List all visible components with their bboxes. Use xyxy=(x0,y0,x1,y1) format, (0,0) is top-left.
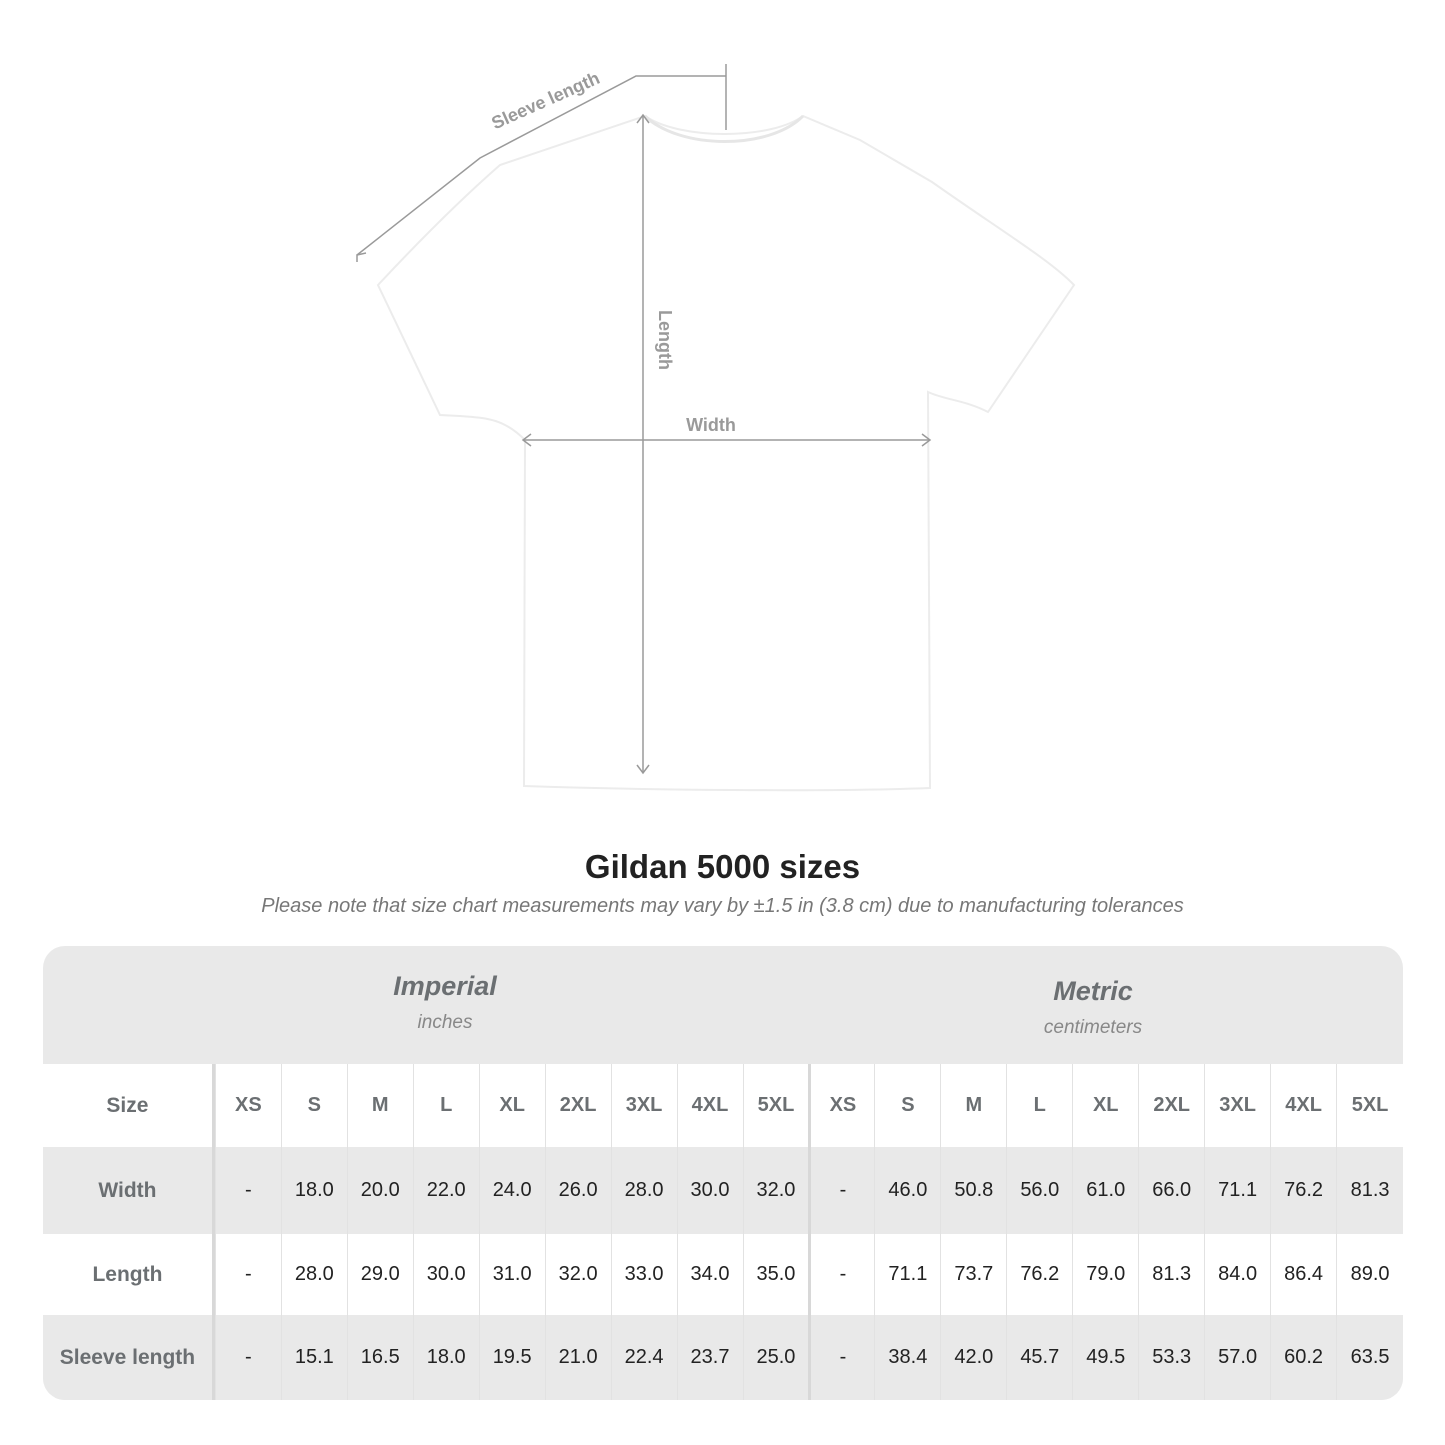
metric-value-cell: 81.3 xyxy=(1336,1147,1403,1234)
metric-value-cell: 76.2 xyxy=(1270,1147,1336,1234)
size-header-row: Size XS S M L XL 2XL 3XL 4XL 5XL XS S M L XL 2XL 3XL 4XL 5… xyxy=(43,1064,1403,1147)
imperial-value-cell: 25.0 xyxy=(742,1315,809,1400)
imperial-value-cell: 15.1 xyxy=(280,1315,347,1400)
imperial-size-header: L xyxy=(412,1064,479,1147)
imperial-value-cell: 28.0 xyxy=(280,1234,347,1315)
table-row-length: Length -28.0 29.0 30.0 31.0 32.0 33.0 34.0 35.0-… xyxy=(43,1234,1403,1315)
page-title: Gildan 5000 sizes xyxy=(584,848,861,885)
imperial-value-cell: 19.5 xyxy=(478,1315,545,1400)
imperial-size-header: S xyxy=(280,1064,347,1147)
metric-size-header: 5XL xyxy=(1336,1064,1403,1147)
imperial-size-header: 4XL xyxy=(676,1064,743,1147)
row-label: Sleeve length xyxy=(43,1315,215,1400)
imperial-title: Imperial xyxy=(393,971,497,1001)
metric-size-header: S xyxy=(874,1064,940,1147)
row-label: Length xyxy=(43,1234,215,1315)
tshirt-diagram: Sleeve length Length Width xyxy=(356,64,1076,792)
metric-value-cell: 56.0 xyxy=(1006,1147,1072,1234)
imperial-value-cell: 20.0 xyxy=(346,1147,413,1234)
metric-value-cell: 60.2 xyxy=(1270,1315,1336,1400)
row-label: Width xyxy=(43,1147,215,1234)
metric-value-cell: 50.8 xyxy=(940,1147,1006,1234)
metric-size-header: XS xyxy=(808,1064,874,1147)
imperial-value-cell: 26.0 xyxy=(544,1147,611,1234)
row-label: Size xyxy=(43,1064,215,1147)
metric-value-cell: 71.1 xyxy=(1204,1147,1270,1234)
metric-value-cell: 49.5 xyxy=(1072,1315,1138,1400)
imperial-value-cell: 33.0 xyxy=(610,1234,677,1315)
metric-value-cell: 45.7 xyxy=(1006,1315,1072,1400)
metric-value-cell: - xyxy=(808,1147,874,1234)
metric-value-cell: 89.0 xyxy=(1336,1234,1403,1315)
metric-value-cell: 66.0 xyxy=(1138,1147,1204,1234)
sleeve-length-guide xyxy=(356,75,726,256)
metric-value-cell: 84.0 xyxy=(1204,1234,1270,1315)
imperial-value-cell: 35.0 xyxy=(742,1234,809,1315)
length-label: Length xyxy=(655,310,675,370)
metric-value-cell: 71.1 xyxy=(874,1234,940,1315)
imperial-value-cell: 23.7 xyxy=(676,1315,743,1400)
imperial-value-cell: 29.0 xyxy=(346,1234,413,1315)
table-row-width: Width -18.0 20.0 22.0 24.0 26.0 28.0 30.0 32.0-4… xyxy=(43,1147,1403,1234)
imperial-header: Imperial inches xyxy=(215,946,675,1064)
imperial-value-cell: 31.0 xyxy=(478,1234,545,1315)
imperial-value-cell: 22.0 xyxy=(412,1147,479,1234)
metric-value-cell: 42.0 xyxy=(940,1315,1006,1400)
metric-size-header: 4XL xyxy=(1270,1064,1336,1147)
metric-value-cell: 73.7 xyxy=(940,1234,1006,1315)
imperial-value-cell: 32.0 xyxy=(544,1234,611,1315)
metric-value-cell: 46.0 xyxy=(874,1147,940,1234)
metric-value-cell: 81.3 xyxy=(1138,1234,1204,1315)
metric-value-cell: 53.3 xyxy=(1138,1315,1204,1400)
collar xyxy=(643,114,805,143)
table-row-sleeve-length: Sleeve length -15.1 16.5 18.0 19.5 21.0 22.4 23… xyxy=(43,1315,1403,1400)
imperial-size-header: XS xyxy=(214,1064,281,1147)
metric-header: Metric centimeters xyxy=(868,946,1318,1064)
imperial-value-cell: 28.0 xyxy=(610,1147,677,1234)
imperial-value-cell: 18.0 xyxy=(280,1147,347,1234)
imperial-value-cell: 18.0 xyxy=(412,1315,479,1400)
metric-value-cell: 76.2 xyxy=(1006,1234,1072,1315)
metric-size-header: L xyxy=(1006,1064,1072,1147)
imperial-value-cell: - xyxy=(214,1147,281,1234)
metric-value-cell: 86.4 xyxy=(1270,1234,1336,1315)
metric-value-cell: - xyxy=(808,1234,874,1315)
imperial-value-cell: 22.4 xyxy=(610,1315,677,1400)
metric-unit: centimeters xyxy=(1043,1017,1143,1038)
metric-title: Metric xyxy=(1053,976,1133,1006)
tshirt-shape xyxy=(376,114,1076,792)
tolerance-note: Please note that size chart measurements… xyxy=(261,895,1184,917)
imperial-size-header: 2XL xyxy=(544,1064,611,1147)
imperial-unit: inches xyxy=(417,1012,473,1033)
imperial-size-header: 5XL xyxy=(742,1064,809,1147)
imperial-value-cell: - xyxy=(214,1234,281,1315)
imperial-value-cell: 30.0 xyxy=(676,1147,743,1234)
size-table: Imperial inches Metric centimeters Size X… xyxy=(43,946,1403,1400)
metric-value-cell: 63.5 xyxy=(1336,1315,1403,1400)
metric-size-header: M xyxy=(940,1064,1006,1147)
metric-value-cell: 38.4 xyxy=(874,1315,940,1400)
imperial-value-cell: 30.0 xyxy=(412,1234,479,1315)
width-label: Width xyxy=(686,415,736,435)
imperial-value-cell: 24.0 xyxy=(478,1147,545,1234)
imperial-size-header: M xyxy=(346,1064,413,1147)
imperial-value-cell: 32.0 xyxy=(742,1147,809,1234)
imperial-value-cell: 16.5 xyxy=(346,1315,413,1400)
imperial-value-cell: 21.0 xyxy=(544,1315,611,1400)
metric-size-header: 2XL xyxy=(1138,1064,1204,1147)
metric-size-header: XL xyxy=(1072,1064,1138,1147)
metric-value-cell: 79.0 xyxy=(1072,1234,1138,1315)
imperial-size-header: XL xyxy=(478,1064,545,1147)
imperial-size-header: 3XL xyxy=(610,1064,677,1147)
metric-value-cell: 57.0 xyxy=(1204,1315,1270,1400)
metric-size-header: 3XL xyxy=(1204,1064,1270,1147)
imperial-value-cell: 34.0 xyxy=(676,1234,743,1315)
metric-value-cell: - xyxy=(808,1315,874,1400)
imperial-value-cell: - xyxy=(214,1315,281,1400)
metric-value-cell: 61.0 xyxy=(1072,1147,1138,1234)
